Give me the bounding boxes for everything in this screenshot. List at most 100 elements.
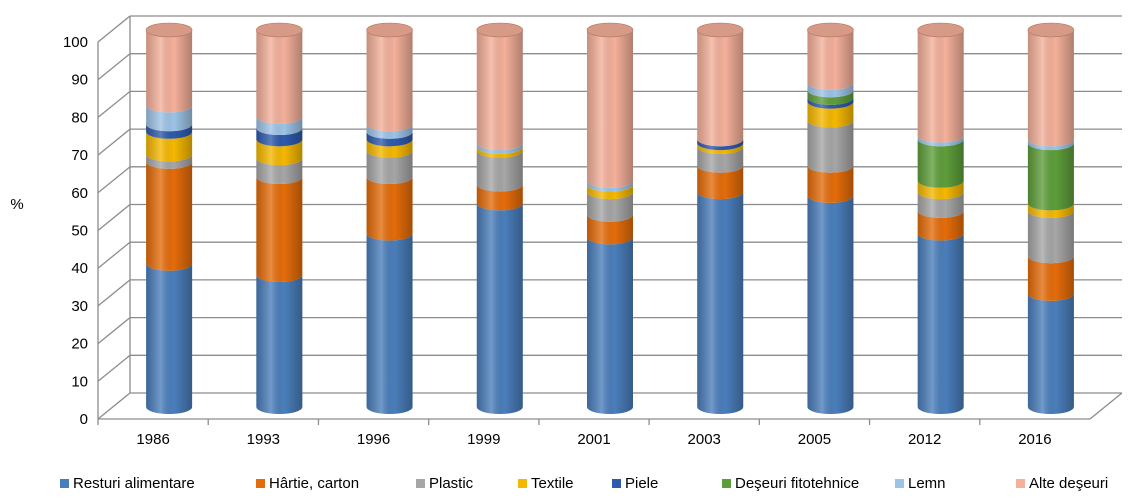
bar-segment-shade: [917, 139, 964, 188]
bar-segment-shade: [917, 30, 964, 143]
bar-segment-shade: [807, 195, 854, 415]
bar-stack: [476, 22, 524, 415]
legend-label: Resturi alimentare: [73, 475, 195, 492]
bar-segment-shade: [697, 143, 744, 154]
bar-segment-shade: [476, 150, 523, 192]
bar-segment-shade: [256, 139, 303, 166]
y-tick-label: 20: [71, 336, 88, 353]
bar-segment-shade: [476, 184, 523, 211]
gridline-side: [97, 392, 131, 420]
bar-segment-shade: [807, 90, 854, 105]
bar-segment-shade: [256, 158, 303, 185]
legend-swatch: [416, 479, 425, 488]
bar-cap-shade: [697, 23, 744, 37]
bars: [145, 22, 1075, 415]
bar-segment-shade: [587, 30, 633, 188]
y-axis-label: %: [10, 196, 23, 213]
bar-segment-shade: [917, 135, 964, 147]
bar-segment-shade: [256, 116, 303, 136]
bar-segment-shade: [917, 233, 964, 415]
bar-cap: [366, 22, 413, 38]
gridline-side: [97, 166, 131, 194]
legend-label: Piele: [625, 475, 658, 492]
bar-segment-shade: [807, 82, 854, 98]
bar-cap: [145, 22, 193, 38]
gridline-side: [97, 317, 131, 345]
bar-segment-shade: [146, 154, 193, 169]
bar-cap-shade: [256, 23, 303, 37]
bar-cap: [917, 22, 964, 38]
bar-segment-shade: [476, 146, 523, 158]
bar-segment-shade: [1027, 210, 1074, 264]
bar-cap: [476, 22, 524, 38]
bar-segment-shade: [366, 139, 413, 158]
floor-right-edge: [1089, 392, 1123, 420]
gridline-side: [97, 354, 131, 382]
bar-cap-shade: [366, 23, 413, 37]
bar-segment-shade: [476, 203, 523, 415]
legend-label: Textile: [531, 475, 574, 492]
bar-cap-shade: [1027, 23, 1074, 37]
bar-segment-shade: [256, 128, 303, 147]
x-tick-label: 2005: [798, 431, 831, 448]
legend-label: Deşeuri fitotehnice: [735, 475, 859, 492]
bar-cap-shade: [476, 23, 523, 37]
bar-segment-shade: [256, 177, 303, 283]
x-tick-label: 1996: [357, 431, 390, 448]
bar-cap: [696, 22, 744, 38]
y-tick-label: 0: [80, 411, 88, 428]
bar-cap-shade: [807, 23, 854, 37]
bar-segment-shade: [1027, 139, 1074, 151]
bar-cap: [1027, 22, 1075, 38]
bar-segment-shade: [807, 97, 854, 109]
bar-stack: [917, 22, 964, 415]
bar-segment-shade: [587, 214, 633, 245]
bar-segment-shade: [366, 177, 413, 241]
bar-cap: [256, 22, 303, 38]
bar-segment-shade: [587, 180, 633, 192]
bar-segment-shade: [587, 237, 633, 414]
bar-stack: [1027, 22, 1075, 415]
bar-cap: [807, 22, 854, 38]
bar-segment-shade: [697, 192, 744, 415]
legend-swatch: [60, 479, 69, 488]
bar-cap-shade: [917, 23, 964, 37]
bar-segment-shade: [476, 143, 523, 154]
bar-cap: [586, 22, 634, 38]
bar-segment-shade: [366, 131, 413, 147]
bar-segment-shade: [697, 30, 744, 147]
bar-segment-shade: [917, 210, 964, 241]
bar-segment-shade: [146, 161, 193, 271]
bar-segment-shade: [917, 192, 964, 218]
bar-segment-shade: [587, 184, 633, 200]
bar-stack: [256, 22, 303, 415]
x-tick-label: 2003: [688, 431, 721, 448]
legend-label: Hârtie, carton: [269, 475, 359, 492]
bar-segment-shade: [256, 30, 303, 124]
bar-segment-shade: [1027, 293, 1074, 415]
bar-segment-shade: [256, 275, 303, 415]
legend-label: Lemn: [908, 475, 946, 492]
y-tick-label: 100: [63, 34, 88, 51]
bar-segment-shade: [807, 120, 854, 173]
bar-cap-shade: [146, 23, 193, 37]
bar-stack: [696, 22, 744, 415]
bar-segment-shade: [146, 105, 193, 132]
legend-swatch: [256, 479, 265, 488]
legend-swatch: [722, 479, 731, 488]
y-tick-label: 90: [71, 72, 88, 89]
y-tick-label: 50: [71, 223, 88, 240]
bar-segment-shade: [366, 30, 413, 132]
legend-swatch: [895, 479, 904, 488]
gridline-side: [97, 15, 131, 43]
bar-segment-shade: [697, 146, 744, 173]
bar-segment-shade: [1027, 256, 1074, 301]
y-tick-label: 10: [71, 373, 88, 390]
bar-segment-shade: [1027, 203, 1074, 218]
bar-segment-shade: [807, 165, 854, 203]
y-tick-label: 70: [71, 147, 88, 164]
bar-segment-shade: [697, 165, 744, 200]
legend-label: Plastic: [429, 475, 474, 492]
